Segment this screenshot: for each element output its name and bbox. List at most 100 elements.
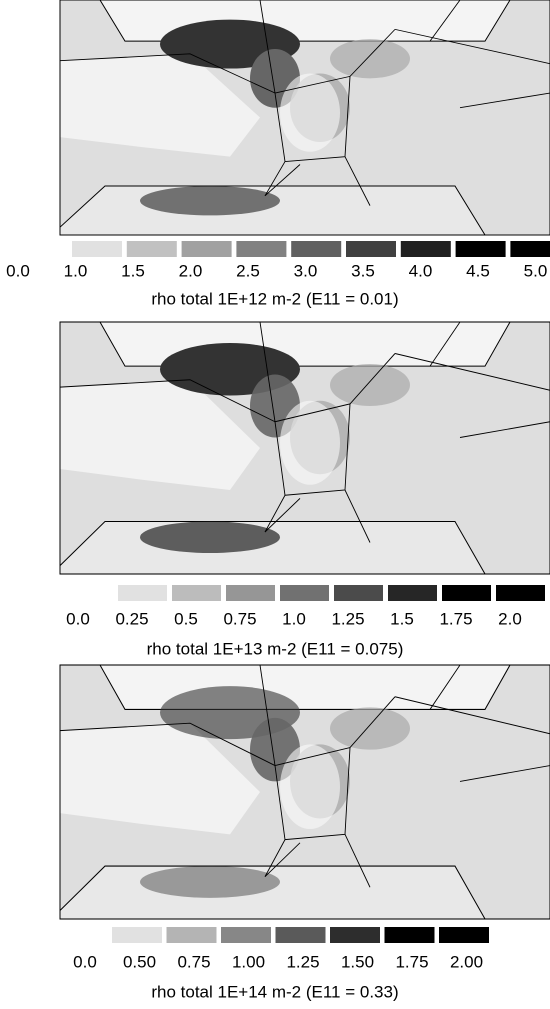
grain-boundary	[349, 696, 396, 748]
legend-label: 1.25	[286, 952, 319, 971]
contour-plot	[59, 0, 550, 236]
legend-swatch	[346, 241, 396, 257]
grip-region	[59, 520, 486, 575]
density-region	[330, 39, 410, 79]
legend-label: 0.50	[123, 952, 156, 971]
legend-swatch	[181, 241, 232, 257]
legend-label: 3.0	[294, 261, 318, 280]
density-region	[330, 707, 410, 750]
legend-swatch	[118, 585, 167, 601]
legend-label: 1.5	[121, 261, 145, 280]
legend-label: 0.75	[177, 952, 210, 971]
legend-swatch	[72, 241, 122, 257]
legend-swatch	[172, 585, 221, 601]
legend-swatch	[510, 241, 550, 257]
legend-label: 0.5	[174, 609, 198, 628]
legend-label: 1.75	[395, 952, 428, 971]
legend-label: 0.0	[73, 952, 97, 971]
grain-boundary	[59, 53, 276, 94]
density-region	[280, 73, 340, 152]
grain-boundary	[429, 664, 461, 710]
legend-swatch	[126, 241, 177, 257]
grip-region	[99, 0, 511, 42]
grain-boundary	[394, 696, 550, 735]
density-region	[140, 521, 280, 553]
legend-label: 0.0	[66, 609, 90, 628]
legend-label: 2.0	[179, 261, 203, 280]
grain-boundary	[349, 353, 396, 405]
legend-label: 0.0	[6, 261, 30, 280]
legend-label: 1.5	[390, 609, 414, 628]
plot-frame	[59, 664, 550, 920]
legend-label: 3.5	[351, 261, 375, 280]
density-region	[140, 186, 280, 216]
grain-boundary	[394, 28, 550, 65]
legend-label: 1.75	[439, 609, 472, 628]
legend-swatch	[112, 927, 162, 943]
legend-swatch	[384, 927, 435, 943]
grain-boundary	[264, 842, 301, 878]
legend-label: 0.75	[223, 609, 256, 628]
legend-label: 1.00	[232, 952, 265, 971]
plot-frame	[59, 321, 550, 575]
legend-label: 4.0	[409, 261, 433, 280]
legend-swatch	[400, 241, 451, 257]
grain-boundary	[259, 0, 286, 197]
caption: rho total 1E+13 m-2 (E11 = 0.075)	[147, 639, 404, 658]
legend-label: 2.5	[236, 261, 260, 280]
legend-swatch	[442, 585, 491, 601]
legend-label: 4.5	[466, 261, 490, 280]
legend-label: 1.25	[331, 609, 364, 628]
grain-boundary	[429, 321, 461, 367]
white-area	[60, 723, 260, 835]
legend-swatch	[236, 241, 287, 257]
grain-boundary	[259, 321, 286, 533]
legend-label: 1.0	[64, 261, 88, 280]
legend-label: 2.00	[450, 952, 483, 971]
grip-region	[99, 664, 511, 710]
grain-boundary	[259, 664, 286, 877]
grip-region	[59, 865, 486, 920]
legend-swatch	[334, 585, 383, 601]
grip-region	[99, 321, 511, 367]
caption: rho total 1E+14 m-2 (E11 = 0.33)	[151, 982, 398, 1001]
legend-swatch	[166, 927, 217, 943]
grain-boundary	[344, 489, 371, 543]
legend-swatch	[280, 585, 329, 601]
grain-boundary	[344, 156, 371, 206]
grain-boundary	[274, 403, 351, 496]
density-region	[330, 364, 410, 406]
legend-label: 1.0	[282, 609, 306, 628]
grain-boundary	[59, 379, 276, 423]
legend-swatch	[439, 927, 489, 943]
legend-swatch	[455, 241, 506, 257]
legend-swatch	[226, 585, 275, 601]
grain-boundary	[349, 29, 396, 77]
density-region	[280, 400, 340, 485]
legend-swatch	[291, 241, 342, 257]
legend-label: 0.25	[115, 609, 148, 628]
grain-boundary	[394, 353, 550, 391]
legend-swatch	[388, 585, 437, 601]
plot-frame	[59, 0, 550, 236]
legend-label: 1.50	[341, 952, 374, 971]
legend-swatch	[221, 927, 271, 943]
contour-plot	[59, 321, 550, 575]
white-area	[60, 53, 260, 157]
legend-label: 2.0	[498, 609, 522, 628]
grip-region	[59, 185, 486, 236]
density-region	[140, 866, 280, 898]
grain-boundary	[274, 75, 351, 163]
contour-plot	[59, 664, 550, 920]
legend-swatch	[275, 927, 326, 943]
grain-boundary	[429, 0, 461, 42]
grain-boundary	[459, 421, 550, 438]
grain-boundary	[274, 746, 351, 841]
grain-boundary	[459, 765, 550, 782]
density-region	[280, 744, 340, 830]
legend-swatch	[330, 927, 380, 943]
caption: rho total 1E+12 m-2 (E11 = 0.01)	[151, 289, 398, 308]
white-area	[60, 379, 260, 490]
